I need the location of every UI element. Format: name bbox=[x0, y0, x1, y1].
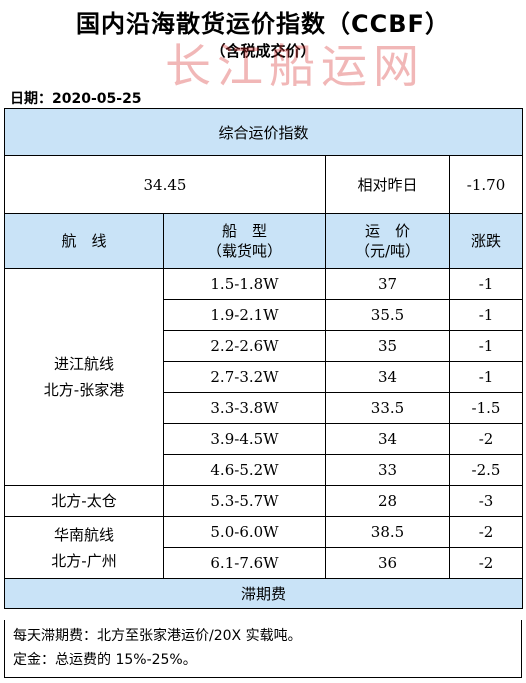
change-value: -1.70 bbox=[448, 155, 524, 214]
ship-type-cell: 3.3-3.8W bbox=[163, 392, 326, 424]
price-header: 运 价 （元/吨） bbox=[325, 213, 450, 269]
price-cell: 37 bbox=[325, 268, 450, 300]
change-cell: -1 bbox=[448, 330, 524, 362]
ship-type-cell: 5.0-6.0W bbox=[163, 516, 326, 548]
ship-type-cell: 5.3-5.7W bbox=[163, 485, 326, 517]
table-row: 4.6-5.2W 33 -2.5 bbox=[5, 454, 524, 486]
change-cell: -1 bbox=[448, 299, 524, 331]
route-name-line2: 北方-张家港 bbox=[43, 381, 125, 399]
change-cell: -3 bbox=[448, 485, 524, 517]
ship-type-cell: 1.9-2.1W bbox=[163, 299, 326, 331]
report-date: 日期：2020-05-25 bbox=[10, 91, 142, 107]
table-row: 2.2-2.6W 35 -1 bbox=[5, 330, 524, 362]
table-row: 6.1-7.6W 36 -2 bbox=[5, 547, 524, 579]
table-row: 1.9-2.1W 35.5 -1 bbox=[5, 299, 524, 331]
change-label: 相对昨日 bbox=[325, 155, 450, 214]
demurrage-band-row: 滞期费 bbox=[3, 578, 524, 609]
demurrage-note-deposit: 定金：总运费的 15%-25%。 bbox=[13, 652, 197, 668]
change-cell: -1.5 bbox=[448, 392, 524, 424]
ship-type-header-line2: （载货吨） bbox=[206, 242, 282, 260]
composite-value-row: 34.45 相对昨日 -1.70 bbox=[4, 155, 524, 214]
price-cell: 36 bbox=[325, 547, 450, 579]
route-cell-huanan: 华南航线 北方-广州 bbox=[4, 516, 164, 579]
table-row: 北方-太仓 5.3-5.7W 28 -3 bbox=[4, 485, 524, 517]
price-cell: 35.5 bbox=[325, 299, 450, 331]
price-cell: 28 bbox=[325, 485, 450, 517]
demurrage-note-fee: 每天滞期费：北方至张家港运价/20X 实载吨。 bbox=[13, 628, 302, 644]
price-cell: 34 bbox=[325, 361, 450, 393]
ship-type-cell: 3.9-4.5W bbox=[163, 423, 326, 455]
route-cell-jinjiang: 进江航线 北方-张家港 bbox=[4, 268, 164, 486]
price-cell: 38.5 bbox=[325, 516, 450, 548]
table-row: 进江航线 北方-张家港 1.5-1.8W 37 -1 bbox=[4, 268, 524, 486]
route-header: 航 线 bbox=[4, 213, 164, 269]
route-cell-taicang: 北方-太仓 bbox=[4, 485, 164, 517]
demurrage-notes: 每天滞期费：北方至张家港运价/20X 实载吨。 定金：总运费的 15%-25%。 bbox=[4, 620, 522, 678]
change-cell: -2.5 bbox=[448, 454, 524, 486]
change-cell: -1 bbox=[448, 361, 524, 393]
ship-type-cell: 6.1-7.6W bbox=[163, 547, 326, 579]
freight-index-table: 综合运价指数 34.45 相对昨日 -1.70 航 线 船 型 （载货吨） 运 … bbox=[3, 108, 524, 609]
composite-band-row: 综合运价指数 bbox=[3, 108, 524, 156]
ship-type-cell: 1.5-1.8W bbox=[163, 268, 326, 300]
price-cell: 34 bbox=[325, 423, 450, 455]
price-header-line1: 运 价 bbox=[364, 222, 410, 240]
ship-type-header: 船 型 （载货吨） bbox=[163, 213, 326, 269]
price-cell: 33.5 bbox=[325, 392, 450, 424]
route-name-line1: 华南航线 bbox=[53, 525, 114, 544]
change-cell: -1 bbox=[448, 268, 524, 300]
route-name-line2: 北方-广州 bbox=[51, 551, 117, 570]
composite-index-value: 34.45 bbox=[4, 155, 326, 214]
ship-type-cell: 2.2-2.6W bbox=[163, 330, 326, 362]
table-row: 3.3-3.8W 33.5 -1.5 bbox=[5, 392, 524, 424]
column-header-row: 航 线 船 型 （载货吨） 运 价 （元/吨） 涨跌 bbox=[4, 213, 524, 269]
composite-index-label: 综合运价指数 bbox=[3, 108, 524, 156]
ship-type-header-line1: 船 型 bbox=[221, 222, 267, 240]
page-title: 国内沿海散货运价指数（CCBF） bbox=[76, 10, 450, 38]
ship-type-cell: 2.7-3.2W bbox=[163, 361, 326, 393]
route-name-line1: 进江航线 bbox=[53, 355, 114, 373]
table-row: 2.7-3.2W 34 -1 bbox=[5, 361, 524, 393]
change-cell: -2 bbox=[448, 423, 524, 455]
price-cell: 33 bbox=[325, 454, 450, 486]
ship-type-cell: 4.6-5.2W bbox=[163, 454, 326, 486]
change-cell: -2 bbox=[448, 516, 524, 548]
table-row: 3.9-4.5W 34 -2 bbox=[5, 423, 524, 455]
change-cell: -2 bbox=[448, 547, 524, 579]
page-subtitle: （含税成交价） bbox=[210, 42, 316, 60]
table-row: 华南航线 北方-广州 5.0-6.0W 38.5 -2 bbox=[4, 516, 524, 579]
price-header-line2: （元/吨） bbox=[354, 242, 421, 260]
demurrage-label: 滞期费 bbox=[3, 578, 524, 609]
change-header: 涨跌 bbox=[448, 213, 524, 269]
price-cell: 35 bbox=[325, 330, 450, 362]
